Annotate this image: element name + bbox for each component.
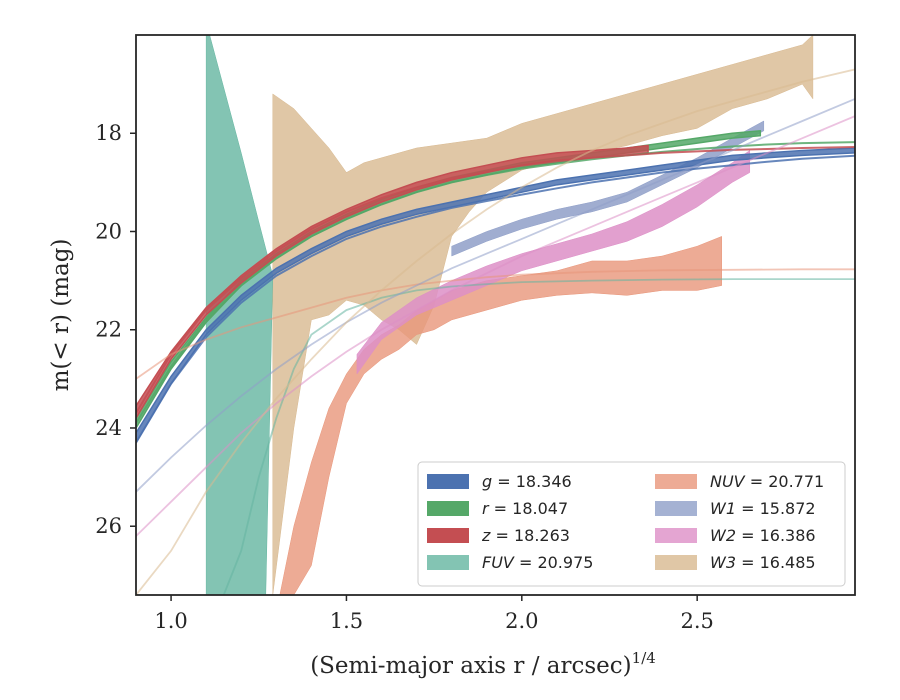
legend-label: z = 18.263 (481, 526, 570, 545)
legend-swatch (427, 528, 469, 543)
legend-swatch (655, 474, 697, 489)
plot-frame (135, 34, 856, 596)
legend-label: g = 18.346 (482, 472, 572, 491)
legend-swatch (655, 555, 697, 570)
legend-swatch (655, 501, 697, 516)
y-tick-label: 22 (95, 318, 122, 342)
legend-label: NUV = 20.771 (710, 472, 824, 491)
legend-swatch (655, 528, 697, 543)
model-curve-g (136, 154, 855, 444)
x-tick-label: 2.5 (680, 609, 713, 633)
y-tick-label: 24 (95, 416, 122, 440)
legend-label: W1 = 15.872 (710, 499, 816, 518)
legend-swatch (427, 555, 469, 570)
model-curve-z (136, 146, 855, 414)
legend-label: W3 = 16.485 (710, 553, 816, 572)
legend-swatch (427, 501, 469, 516)
x-axis: 1.0 1.5 2.0 2.5 (154, 595, 714, 633)
legend: g = 18.346 r = 18.047 z = 18.263 FUV = 20.9… (417, 461, 846, 587)
profile-band-fuv (205, 35, 274, 595)
x-tick-label: 1.0 (154, 609, 187, 633)
x-tick-label: 1.5 (330, 609, 363, 633)
y-tick-label: 26 (95, 514, 122, 538)
legend-label: FUV = 20.975 (482, 553, 593, 572)
legend-box (417, 461, 846, 587)
model-curves (136, 68, 855, 595)
x-axis-title-main: (Semi-major axis r / arcsec) (310, 653, 631, 679)
y-tick-label: 18 (95, 121, 122, 145)
model-curve-r (136, 141, 855, 424)
profile-band-g (136, 147, 855, 445)
model-curve-w1 (136, 98, 855, 493)
model-curve-w2 (136, 115, 855, 537)
legend-label: r = 18.047 (482, 499, 568, 518)
y-axis: 18 20 22 24 26 (95, 121, 136, 538)
model-curve-fuv (222, 278, 855, 595)
x-axis-title-sup: 1/4 (632, 649, 656, 667)
x-axis-title: (Semi-major axis r / arcsec)1/4 (310, 649, 656, 679)
legend-label: W2 = 16.386 (710, 526, 816, 545)
y-tick-label: 20 (95, 219, 122, 243)
profile-band-w1 (451, 120, 765, 257)
model-curve-w3 (136, 68, 855, 595)
y-axis-title: m(< r) (mag) (48, 239, 74, 392)
x-tick-label: 2.0 (505, 609, 538, 633)
profile-band-w2 (356, 149, 751, 375)
legend-swatch (427, 474, 469, 489)
